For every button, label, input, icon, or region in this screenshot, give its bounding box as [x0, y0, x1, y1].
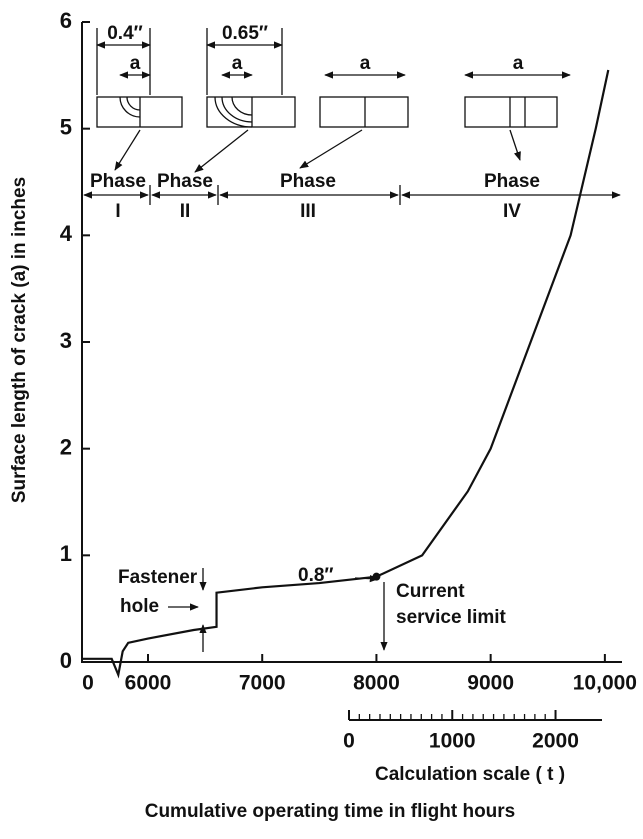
x-tick-label: 0 — [82, 672, 94, 695]
y-tick-label: 3 — [60, 328, 72, 353]
phase-label: Phase — [157, 171, 213, 192]
phase-label: Phase — [90, 171, 146, 192]
phase-numeral: II — [180, 201, 191, 222]
crack-label: a — [513, 53, 524, 74]
dim-label: 0.4″ — [107, 23, 143, 44]
dim-label: 0.65″ — [222, 23, 268, 44]
x-tick-label: 9000 — [467, 672, 514, 695]
y-tick-label: 0 — [60, 648, 72, 673]
x2-tick-label: 2000 — [532, 730, 579, 753]
limit-point — [372, 572, 381, 581]
phase-label: Phase — [484, 171, 540, 192]
phase-dividers — [83, 185, 621, 205]
x-axis-label: Cumulative operating time in flight hour… — [145, 801, 516, 822]
x2-tick-label: 1000 — [429, 730, 476, 753]
phase-numeral: I — [115, 201, 120, 222]
y-tick-label: 5 — [60, 114, 72, 139]
crack-growth-line — [82, 69, 610, 679]
x-tick-label: 6000 — [125, 672, 172, 695]
x-tick-label: 7000 — [239, 672, 286, 695]
crack-label: a — [130, 53, 141, 74]
x2-axis-label: Calculation scale ( t ) — [375, 764, 565, 785]
annotation: service limit — [396, 607, 507, 628]
annotation: hole — [120, 596, 159, 617]
phase-numeral: III — [300, 201, 316, 222]
crack-label: a — [232, 53, 243, 74]
phase-label: Phase — [280, 171, 336, 192]
x2-tick-label: 0 — [343, 730, 355, 753]
x-tick-label: 8000 — [353, 672, 400, 695]
y-tick-label: 2 — [60, 434, 72, 459]
y-tick-label: 6 — [60, 8, 72, 33]
crack-diagrams — [96, 28, 571, 173]
y-tick-label: 4 — [60, 221, 73, 246]
y-tick-label: 1 — [60, 541, 72, 566]
annotation: 0.8″ — [298, 565, 334, 586]
phase-numeral: IV — [503, 201, 521, 222]
crack-label: a — [360, 53, 371, 74]
y-axis-label: Surface length of crack (a) in inches — [9, 177, 30, 503]
x-tick-label: 10,000 — [573, 672, 637, 695]
annotation: Current — [396, 581, 465, 602]
axes — [81, 22, 622, 663]
annotation: Fastener — [118, 567, 198, 588]
